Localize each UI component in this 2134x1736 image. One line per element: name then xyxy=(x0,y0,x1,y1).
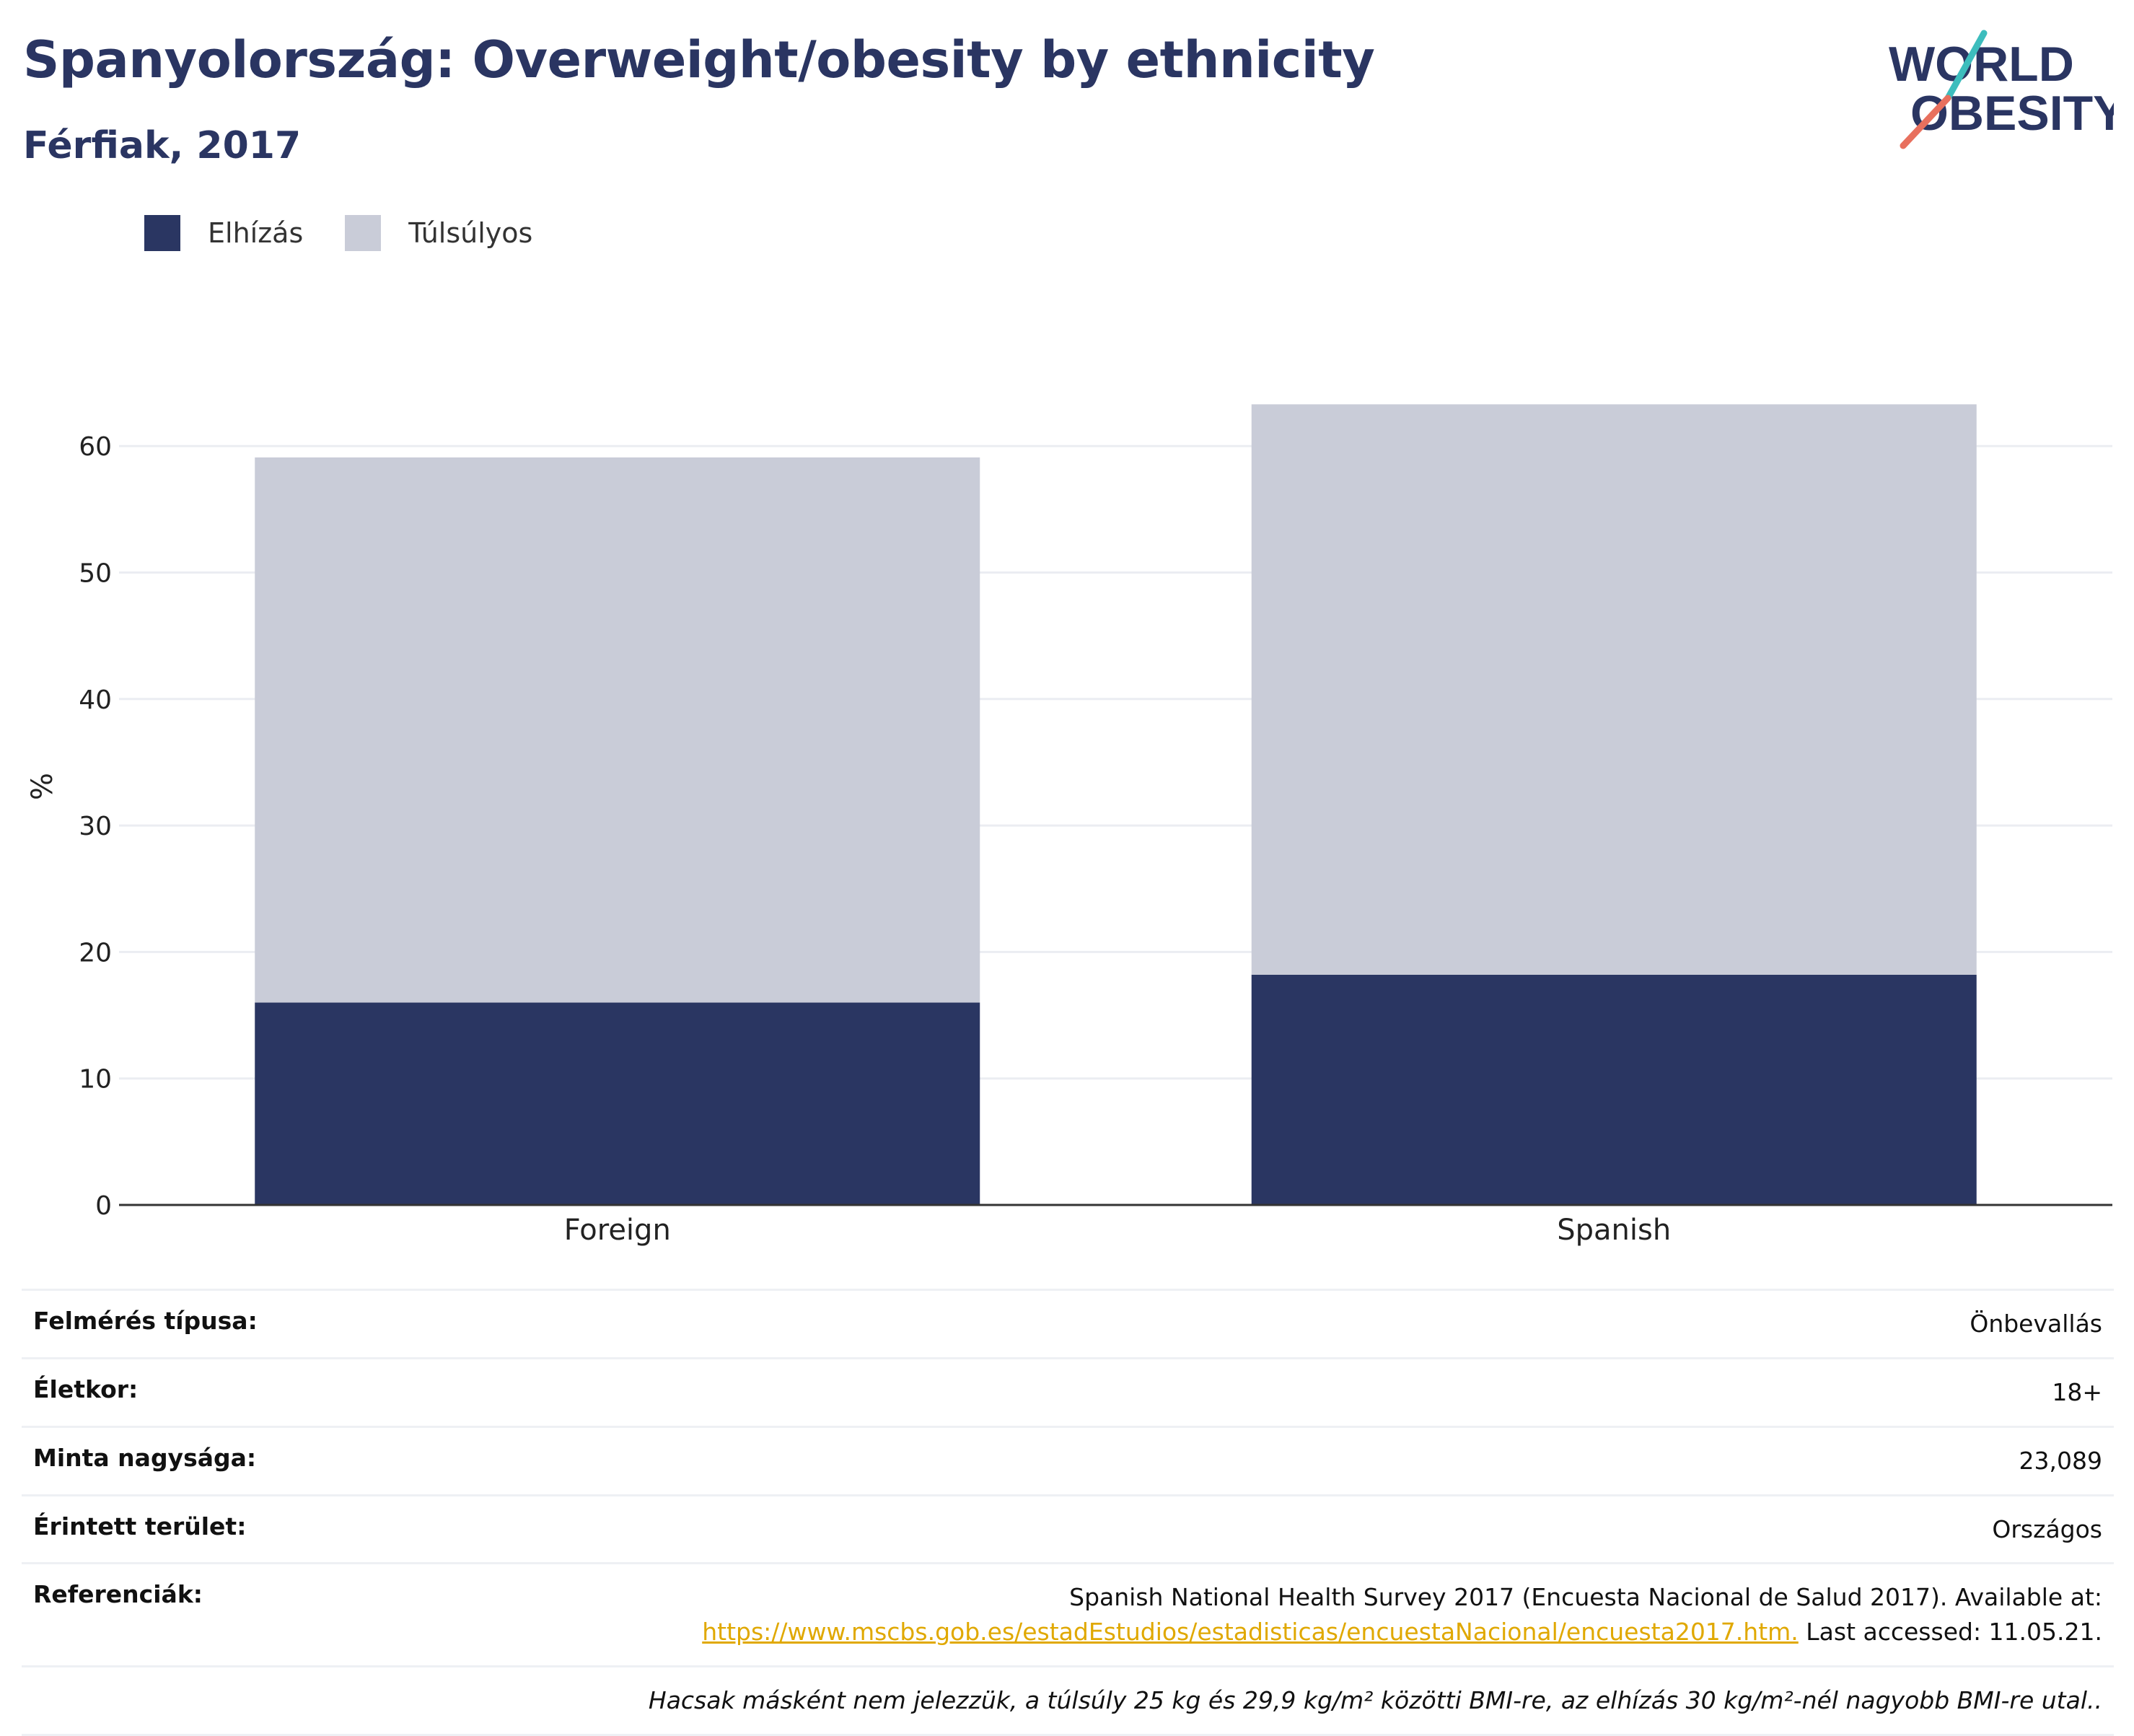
meta-row-survey-type: Felmérés típusa: Önbevallás xyxy=(22,1289,2114,1357)
survey-type-value: Önbevallás xyxy=(1970,1310,2102,1338)
stacked-bar-chart: 0 10 20 30 40 50 60% Foreign Spanish xyxy=(26,404,2112,1247)
references-link[interactable]: https://www.mscbs.gob.es/estadEstudios/e… xyxy=(702,1618,1799,1647)
logo-text-line2: OBESITY xyxy=(1910,86,2114,141)
legend-item-obesity: Elhízás xyxy=(144,215,303,251)
y-axis-label: % xyxy=(26,773,59,800)
legend-item-overweight: Túlsúlyos xyxy=(345,215,532,251)
references-text: Spanish National Health Survey 2017 (Enc… xyxy=(1069,1583,2102,1612)
x-tick-label-foreign: Foreign xyxy=(564,1214,671,1247)
y-tick-label-10: 10 xyxy=(79,1065,112,1095)
y-tick-label-40: 40 xyxy=(79,685,112,715)
y-tick-label-50: 50 xyxy=(79,559,112,589)
x-tick-label-spanish: Spanish xyxy=(1557,1214,1671,1247)
meta-row-references: Referenciák: Spanish National Health Sur… xyxy=(22,1562,2114,1665)
survey-type-label: Felmérés típusa: xyxy=(33,1307,258,1335)
age-value: 18+ xyxy=(2052,1377,2102,1406)
chart-subtitle: Férfiak, 2017 xyxy=(23,124,302,167)
meta-row-note: Hacsak másként nem jelezzük, a túlsúly 2… xyxy=(22,1665,2114,1736)
bar-spanish-overweight xyxy=(1251,404,1977,975)
legend-label-obesity: Elhízás xyxy=(208,217,304,249)
logo-text-line1: WORLD xyxy=(1889,37,2074,92)
bar-foreign-overweight xyxy=(255,457,980,1003)
sample-size-label: Minta nagysága: xyxy=(33,1443,257,1472)
references-accessed: Last accessed: 11.05.21. xyxy=(1798,1618,2102,1647)
bar-foreign-obesity xyxy=(255,1002,980,1205)
area-label: Érintett terület: xyxy=(33,1512,247,1540)
survey-metadata-table: Felmérés típusa: Önbevallás Életkor: 18+… xyxy=(22,1289,2114,1736)
chart-title: Spanyolország: Overweight/obesity by eth… xyxy=(23,30,1375,89)
legend-label-overweight: Túlsúlyos xyxy=(408,217,533,249)
chart-legend: Elhízás Túlsúlyos xyxy=(144,215,574,251)
y-tick-label-30: 30 xyxy=(79,812,112,841)
y-tick-label-20: 20 xyxy=(79,938,112,968)
legend-swatch-obesity xyxy=(144,215,180,251)
area-value: Országos xyxy=(1992,1514,2102,1543)
age-label: Életkor: xyxy=(33,1375,139,1403)
sample-size-value: 23,089 xyxy=(2019,1446,2102,1475)
y-tick-label-60: 60 xyxy=(79,432,112,462)
legend-swatch-overweight xyxy=(345,215,382,251)
bar-spanish-obesity xyxy=(1251,974,1977,1205)
meta-row-age: Életkor: 18+ xyxy=(22,1356,2114,1426)
bmi-definition-note: Hacsak másként nem jelezzük, a túlsúly 2… xyxy=(648,1686,2102,1715)
references-value: Spanish National Health Survey 2017 (Enc… xyxy=(702,1580,2102,1649)
meta-row-sample-size: Minta nagysága: 23,089 xyxy=(22,1425,2114,1494)
meta-row-area: Érintett terület: Országos xyxy=(22,1494,2114,1563)
y-tick-label-0: 0 xyxy=(95,1191,112,1221)
world-obesity-logo: WORLD OBESITY xyxy=(1889,30,2114,149)
references-label: Referenciák: xyxy=(33,1580,203,1609)
